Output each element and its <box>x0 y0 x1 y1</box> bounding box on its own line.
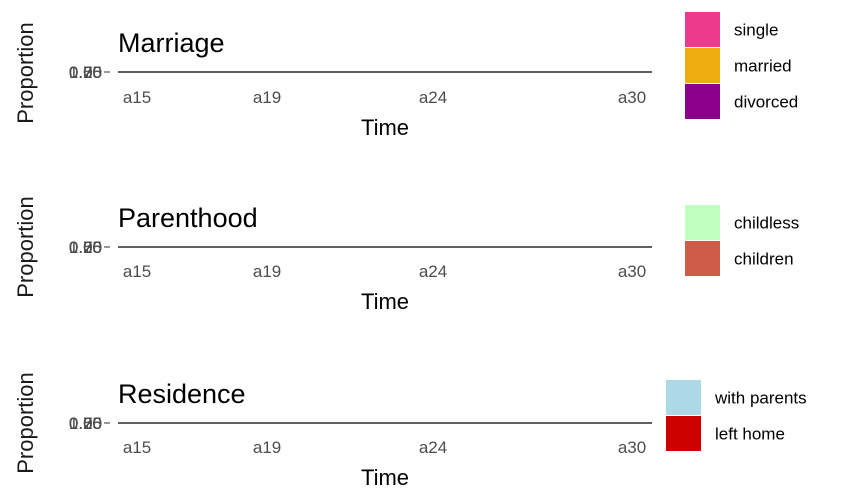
x-axis-label: Time <box>361 465 409 490</box>
y-axis-label: Proportion <box>13 22 38 124</box>
x-tick-label: a30 <box>618 88 646 107</box>
legend-swatch <box>685 241 720 276</box>
x-tick-label: a15 <box>123 438 151 457</box>
x-tick-label: a24 <box>419 88 447 107</box>
y-tick-label: 0.75 <box>69 63 102 82</box>
chart-title: Marriage <box>118 28 225 58</box>
x-axis-label: Time <box>361 289 409 314</box>
x-axis-label: Time <box>361 115 409 140</box>
y-axis-label: Proportion <box>13 372 38 474</box>
x-tick-label: a30 <box>618 262 646 281</box>
x-tick-label: a19 <box>253 438 281 457</box>
y-tick-label: 0.50 <box>69 63 102 82</box>
legend-label: single <box>734 21 778 40</box>
chart-panel-1: Marriage Proportion 0.000.250.500.751.00 a1… <box>13 12 798 140</box>
x-tick-label: a30 <box>618 438 646 457</box>
y-tick-label: 0.50 <box>69 238 102 257</box>
legend-label: children <box>734 250 794 269</box>
legend-swatch <box>685 84 720 119</box>
y-tick-label: 0.00 <box>69 414 102 433</box>
chart-panel-3: Residence Proportion 0.000.250.500.751.00 a… <box>13 372 807 490</box>
x-tick-label: a15 <box>123 262 151 281</box>
y-tick-label: 0.75 <box>69 414 102 433</box>
x-tick-label: a19 <box>253 88 281 107</box>
legend: with parents left home <box>666 380 807 451</box>
legend-label: with parents <box>714 389 807 408</box>
y-tick-label: 0.00 <box>69 63 102 82</box>
chart-title: Parenthood <box>118 203 258 233</box>
legend-swatch <box>666 416 701 451</box>
y-tick-label: 0.00 <box>69 238 102 257</box>
y-tick-label: 1.00 <box>69 414 102 433</box>
legend-label: married <box>734 57 792 76</box>
y-tick-label: 0.25 <box>69 63 102 82</box>
x-tick-label: a24 <box>419 262 447 281</box>
legend: single married divorced <box>685 12 798 119</box>
x-tick-label: a24 <box>419 438 447 457</box>
legend-swatch <box>685 12 720 47</box>
y-axis-label: Proportion <box>13 196 38 298</box>
y-tick-label: 0.25 <box>69 414 102 433</box>
y-tick-label: 0.50 <box>69 414 102 433</box>
x-tick-label: a15 <box>123 88 151 107</box>
y-tick-label: 1.00 <box>69 238 102 257</box>
legend-swatch <box>666 380 701 415</box>
legend-label: divorced <box>734 93 798 112</box>
legend-swatch <box>685 48 720 83</box>
chart-title: Residence <box>118 379 246 409</box>
legend-label: childless <box>734 214 799 233</box>
legend-swatch <box>685 205 720 240</box>
y-tick-label: 1.00 <box>69 63 102 82</box>
y-tick-label: 0.25 <box>69 238 102 257</box>
legend-label: left home <box>715 425 785 444</box>
chart-panel-2: Parenthood Proportion 0.000.250.500.751.00… <box>13 196 799 314</box>
legend: childless children <box>685 205 799 276</box>
y-tick-label: 0.75 <box>69 238 102 257</box>
x-tick-label: a19 <box>253 262 281 281</box>
